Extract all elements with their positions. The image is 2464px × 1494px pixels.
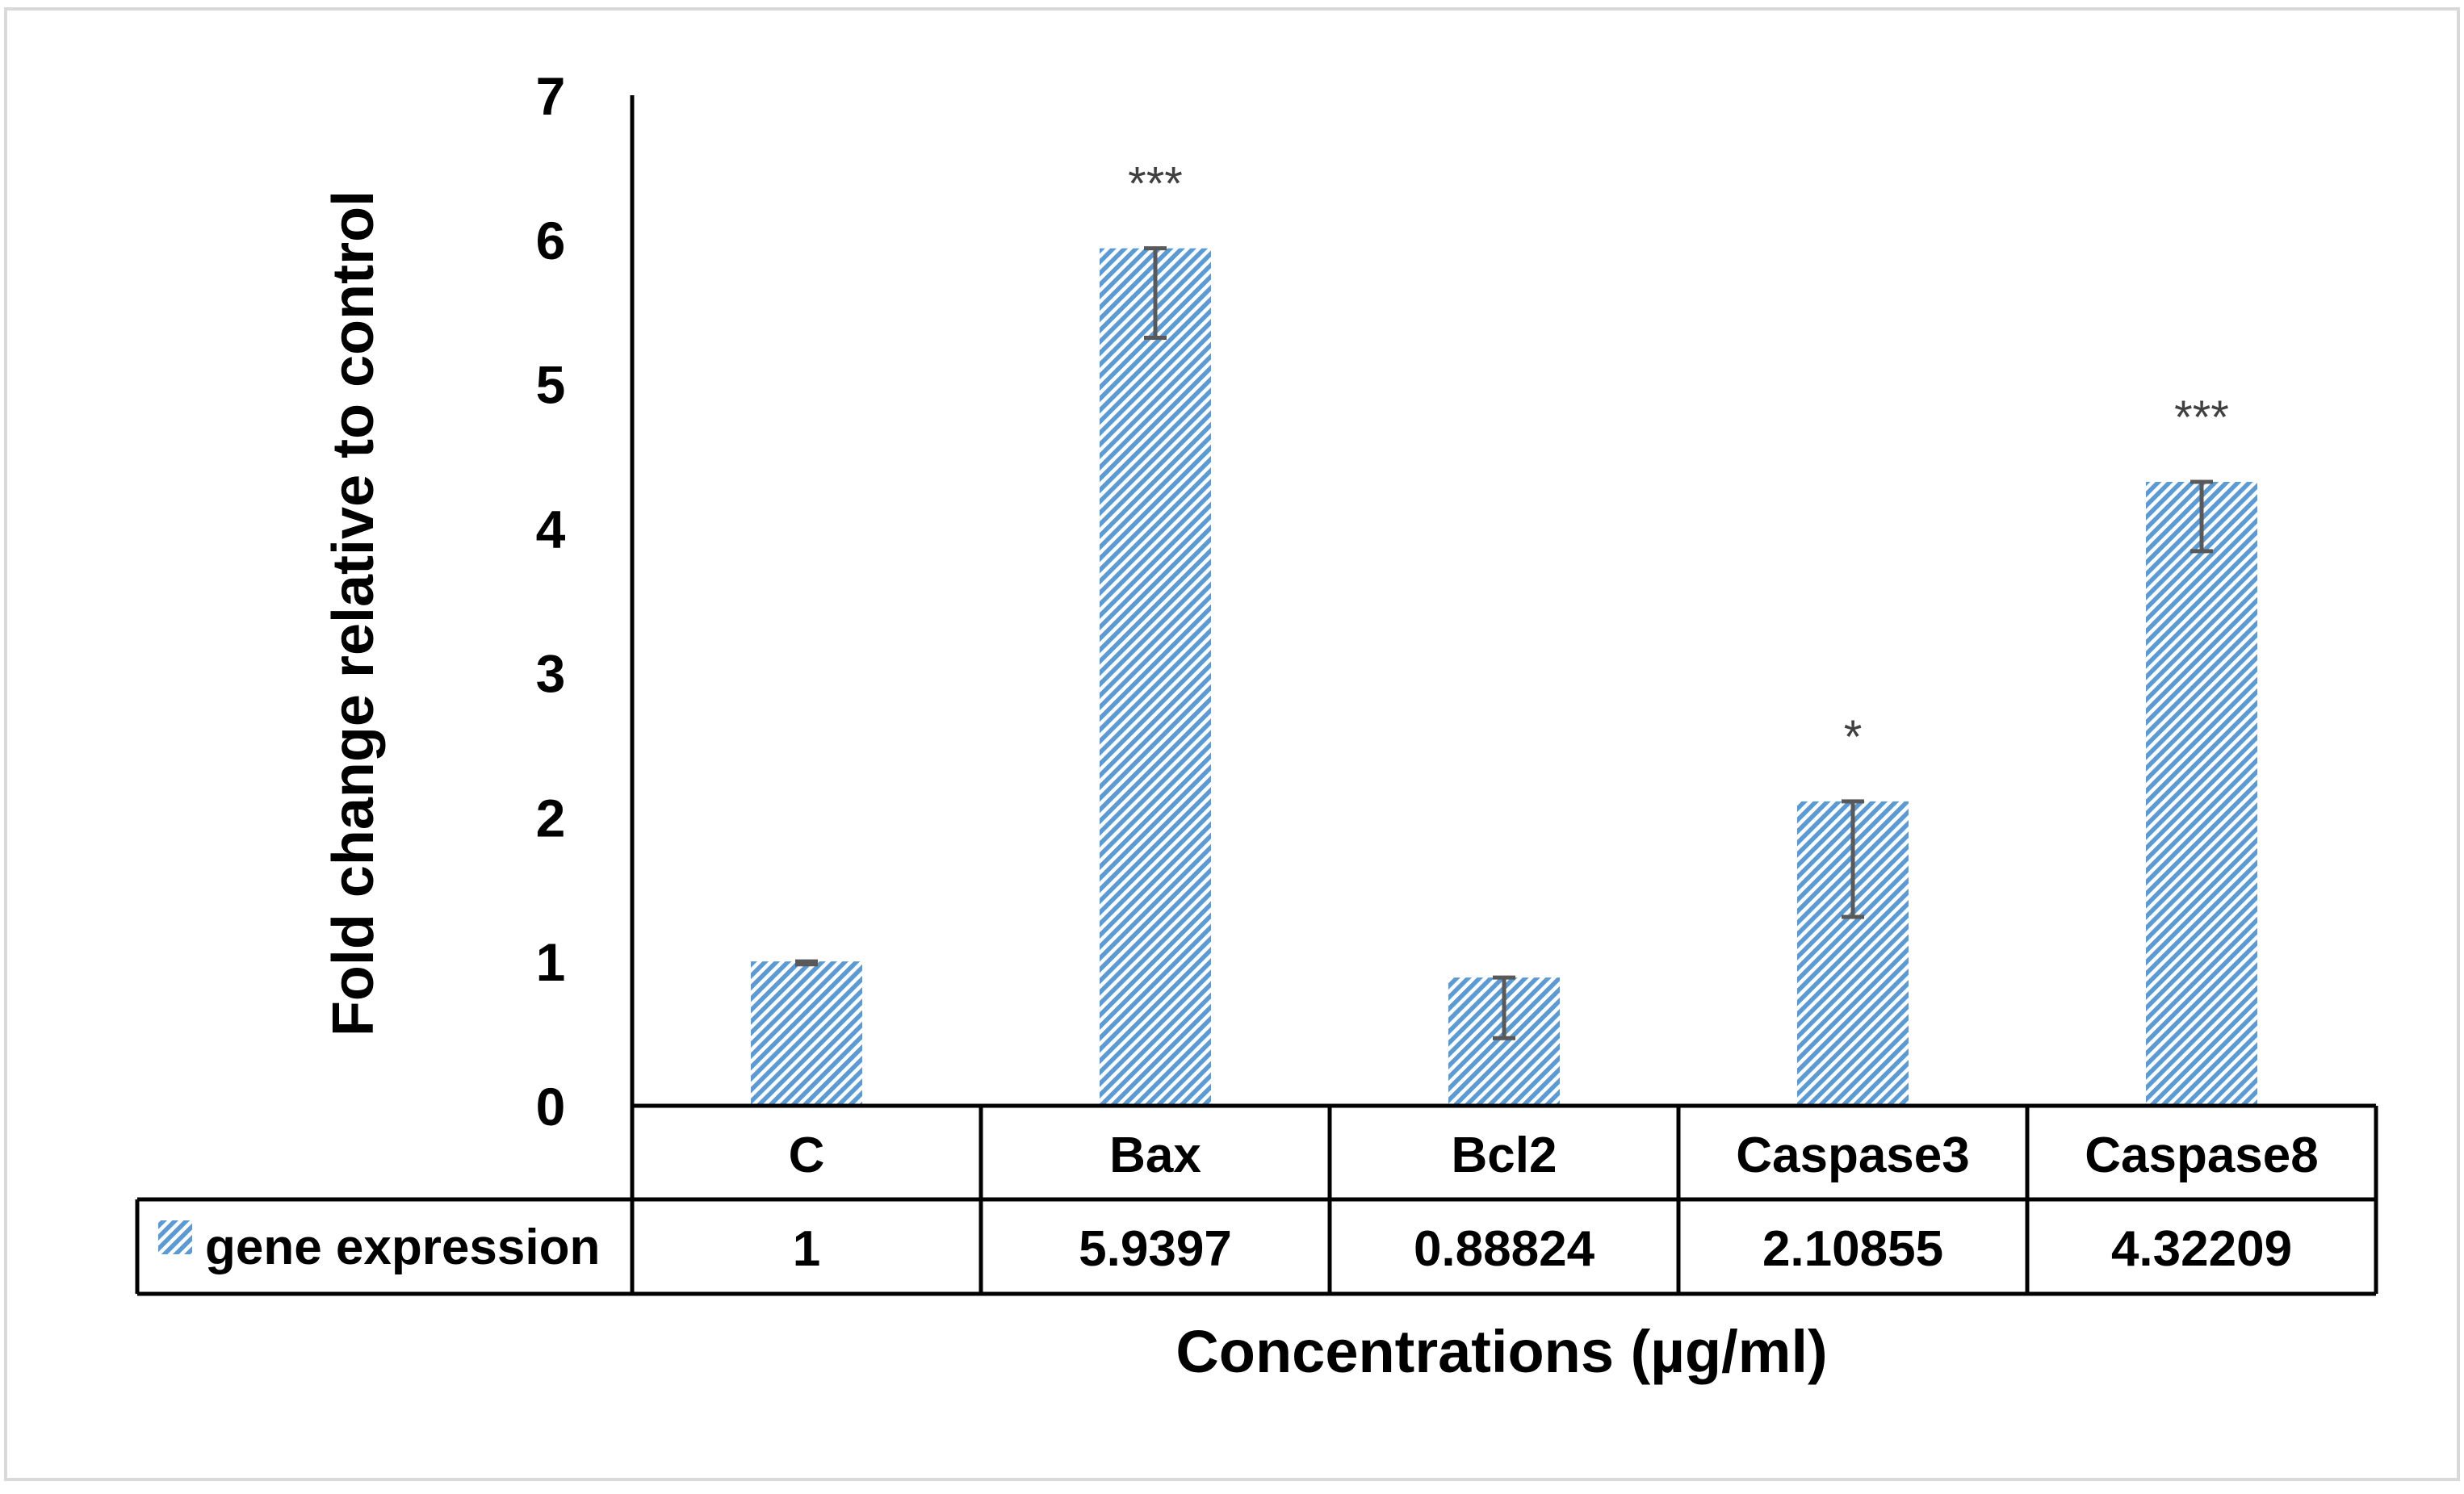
category-label: C <box>789 1128 825 1183</box>
y-tick-label: 5 <box>536 355 566 415</box>
value-label: 2.10855 <box>1762 1221 1943 1277</box>
category-label: Caspase3 <box>1736 1128 1970 1183</box>
error-bar <box>1493 975 1515 1040</box>
y-tick-label: 0 <box>536 1077 566 1136</box>
bars <box>751 248 2257 1107</box>
error-bar <box>1144 246 1167 341</box>
axes <box>135 95 2378 1296</box>
data-table: C 1 Bax 5.9397 Bcl2 0.88824 Caspase3 2.10855 Cas… <box>158 1128 2319 1277</box>
category-label: Bax <box>1109 1128 1201 1183</box>
error-bars <box>795 246 2213 1040</box>
bar[interactable] <box>1100 248 1211 1107</box>
value-label: 1 <box>793 1221 820 1277</box>
y-tick-label: 2 <box>536 788 566 847</box>
significance-markers: ******* <box>1128 158 2229 764</box>
y-axis-ticks: 0 1 2 3 4 5 6 7 <box>536 66 566 1136</box>
significance-label: *** <box>1128 158 1183 211</box>
legend-swatch <box>158 1220 192 1254</box>
bar[interactable] <box>751 961 862 1106</box>
value-label: 4.32209 <box>2111 1221 2292 1277</box>
error-bar <box>795 959 818 967</box>
value-label: 5.9397 <box>1079 1221 1232 1277</box>
significance-label: *** <box>2174 391 2229 444</box>
y-tick-label: 7 <box>536 66 566 126</box>
significance-label: * <box>1844 711 1863 764</box>
y-tick-label: 4 <box>536 500 566 559</box>
y-axis-title: Fold change relative to control <box>321 190 386 1036</box>
error-bar <box>1842 799 1864 919</box>
y-tick-label: 3 <box>536 643 566 703</box>
category-label: Caspase8 <box>2085 1128 2319 1183</box>
error-bar <box>2190 479 2213 554</box>
legend-label: gene expression <box>205 1220 600 1275</box>
category-label: Bcl2 <box>1452 1128 1557 1183</box>
x-axis-title: Concentrations (µg/ml) <box>1175 1318 1827 1385</box>
chart-border <box>4 7 2460 1481</box>
y-tick-label: 1 <box>536 932 566 992</box>
y-tick-label: 6 <box>536 211 566 270</box>
bar[interactable] <box>2146 481 2257 1106</box>
value-label: 0.88824 <box>1414 1221 1595 1277</box>
